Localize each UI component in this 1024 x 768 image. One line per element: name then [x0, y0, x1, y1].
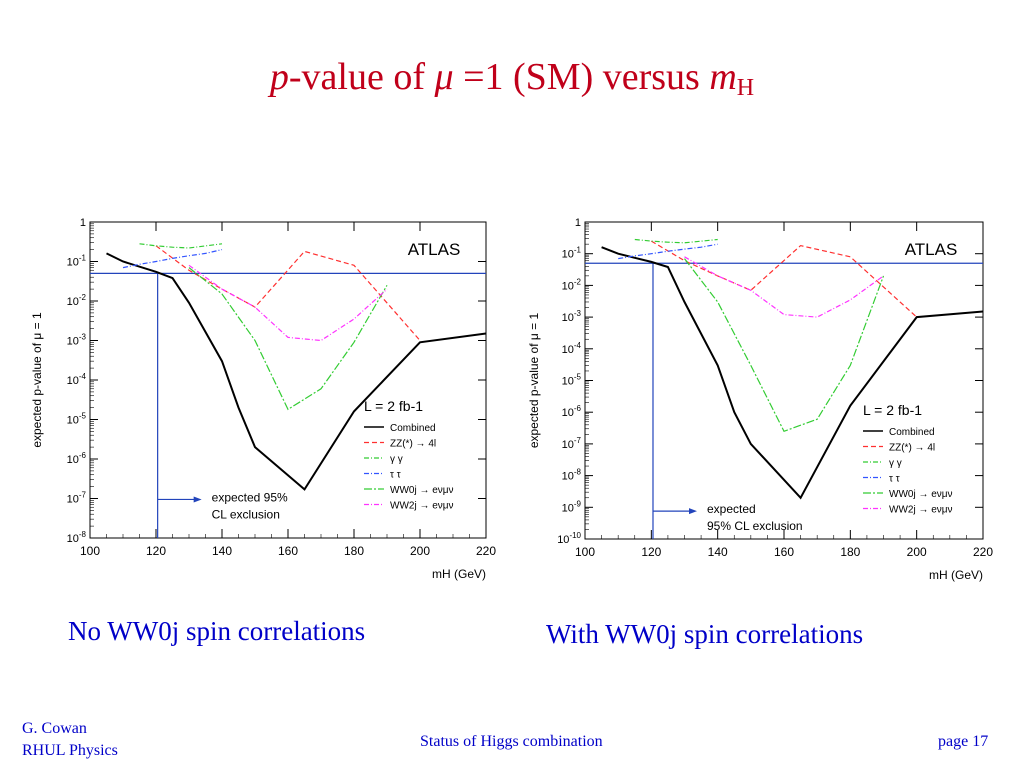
y-tick-label: 10-7 [562, 436, 582, 451]
experiment-label: ATLAS [905, 240, 958, 259]
y-tick-label: 10-3 [67, 333, 87, 348]
series-line [634, 238, 718, 244]
y-tick-label: 10-4 [67, 372, 87, 387]
x-tick-label: 160 [278, 544, 298, 558]
y-tick-label: 1 [575, 217, 581, 229]
title-mu: μ [434, 56, 454, 98]
page-number: page 17 [938, 733, 989, 750]
y-tick-label: 10-3 [562, 309, 582, 324]
y-tick-label: 10-8 [67, 530, 87, 545]
legend-label: γ γ [889, 458, 902, 469]
x-axis-title: mH (GeV) [432, 567, 486, 581]
x-tick-label: 220 [973, 545, 993, 559]
y-axis-title: expected p-value of μ = 1 [30, 312, 44, 448]
x-tick-label: 200 [907, 545, 927, 559]
chart-panel-left: 1 10-1 10-2 10-3 10-4 10-5 10-6 10-7 10-8 100 120 1… [28, 205, 508, 597]
x-tick-label: 180 [344, 544, 364, 558]
author-affiliation: RHUL Physics [22, 742, 118, 759]
exclusion-arrowhead [688, 508, 697, 515]
legend-label: WW2j → eνμν [390, 501, 454, 512]
x-axis-title: mH (GeV) [929, 568, 983, 582]
footer-author: G. Cowan RHUL Physics [22, 718, 118, 762]
x-tick-label: 180 [840, 545, 860, 559]
title-m: m [709, 56, 737, 98]
title-h-subscript: H [736, 75, 755, 101]
series-group [106, 243, 486, 491]
exclusion-annotation: CL exclusion [212, 507, 280, 521]
y-tick-label: 10-5 [67, 412, 87, 427]
y-tick-label: 10-2 [67, 293, 87, 308]
y-tick-label: 10-9 [562, 499, 582, 514]
legend-label: WW0j → eνμν [889, 489, 953, 500]
series-line [188, 267, 388, 411]
title-p: p [269, 56, 289, 98]
series-line [155, 245, 421, 341]
x-tick-label: 100 [575, 545, 595, 559]
exclusion-annotation: expected [707, 502, 756, 516]
title-mid: -value of [288, 56, 435, 98]
x-tick-label: 140 [212, 544, 232, 558]
series-line [188, 264, 388, 342]
legend-label: Combined [390, 423, 436, 434]
x-tick-label: 120 [146, 544, 166, 558]
experiment-label: ATLAS [408, 240, 461, 259]
legend-label: γ γ [390, 454, 403, 465]
legend-label: τ τ [889, 474, 900, 485]
chart-panel-right: 1 10-1 10-2 10-3 10-4 10-5 10-6 10-7 10-8 10-9 10-… [525, 205, 995, 597]
series-line [601, 246, 983, 500]
panel-right-svg: 1 10-1 10-2 10-3 10-4 10-5 10-6 10-7 10-8 10-9 10-… [527, 217, 993, 582]
y-tick-label: 10-10 [557, 531, 581, 546]
series-group [601, 238, 983, 500]
luminosity-label: L = 2 fb-1 [364, 398, 423, 414]
y-tick-label: 10-8 [562, 468, 582, 483]
x-tick-label: 100 [80, 544, 100, 558]
author-name: G. Cowan [22, 720, 87, 737]
caption-no-spin-correlations: No WW0j spin correlations [68, 616, 366, 646]
plot-frame [89, 221, 487, 539]
x-tick-label: 160 [774, 545, 794, 559]
exclusion-annotation: expected 95% [212, 490, 288, 504]
legend-label: τ τ [390, 470, 401, 481]
legend-label: WW0j → eνμν [390, 485, 454, 496]
series-line [618, 243, 718, 260]
legend-label: ZZ(*) → 4l [390, 439, 436, 450]
y-tick-label: 10-1 [67, 254, 87, 269]
exclusion-arrowhead [193, 496, 202, 503]
series-line [122, 249, 223, 269]
y-tick-label: 1 [80, 217, 86, 229]
title-rest: =1 (SM) versus [453, 56, 710, 98]
legend-label: Combined [889, 427, 935, 438]
plot-frame [584, 221, 984, 540]
caption-with-spin-correlations: With WW0j spin correlations [546, 619, 864, 649]
y-tick-label: 10-6 [562, 404, 582, 419]
y-tick-label: 10-1 [562, 246, 582, 261]
footer-title: Status of Higgs combination [420, 733, 603, 750]
y-tick-label: 10-6 [67, 451, 87, 466]
y-tick-label: 10-2 [562, 277, 582, 292]
luminosity-label: L = 2 fb-1 [863, 402, 922, 418]
x-tick-label: 140 [708, 545, 728, 559]
y-tick-label: 10-4 [562, 341, 582, 356]
x-tick-label: 200 [410, 544, 430, 558]
legend-label: WW2j → eνμν [889, 505, 953, 516]
y-tick-label: 10-5 [562, 373, 582, 388]
series-line [139, 243, 223, 249]
y-axis-title: expected p-value of μ = 1 [527, 313, 541, 449]
legend-label: ZZ(*) → 4l [889, 443, 935, 454]
x-tick-label: 120 [641, 545, 661, 559]
series-line [684, 258, 885, 433]
slide-title: p-value of μ =1 (SM) versus mH [0, 55, 1024, 102]
y-tick-label: 10-7 [67, 491, 87, 506]
series-line [106, 252, 486, 491]
exclusion-annotation: 95% CL exclusion [707, 519, 803, 533]
x-tick-label: 220 [476, 544, 496, 558]
